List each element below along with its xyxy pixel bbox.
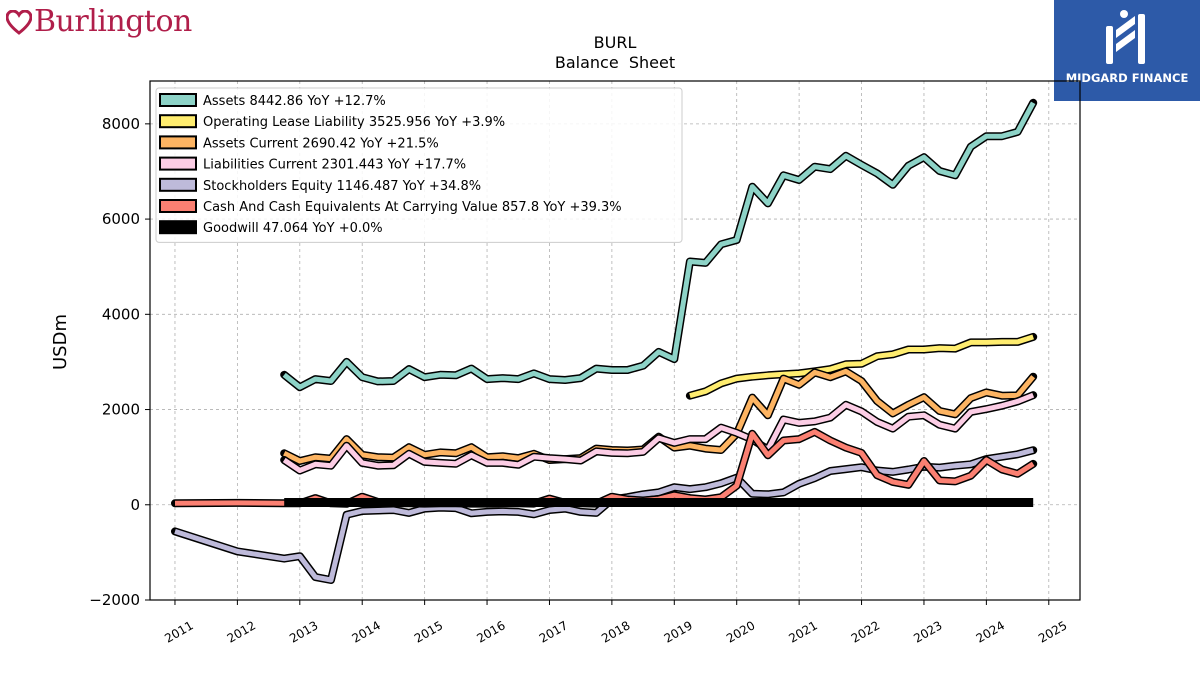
- legend-swatch: [159, 93, 197, 107]
- x-tick-label: 2018: [599, 618, 632, 645]
- x-tick-label: 2020: [724, 618, 757, 645]
- x-tick-label: 2017: [537, 618, 570, 645]
- legend-swatch: [159, 199, 197, 213]
- legend-label: Goodwill 47.064 YoY +0.0%: [203, 221, 383, 236]
- series-liabilities-current: [280, 391, 1038, 475]
- series-line: [282, 101, 1036, 390]
- legend-swatch: [159, 114, 197, 129]
- series-stockholders-equity: [171, 446, 1038, 584]
- x-tick-label: 2011: [162, 618, 195, 645]
- legend-label: Operating Lease Liability 3525.956 YoY +…: [203, 115, 505, 130]
- legend-item: Liabilities Current 2301.443 YoY +17.7%: [159, 156, 466, 173]
- burlington-logo: Burlington: [6, 4, 192, 44]
- series-operating-lease-liability: [685, 332, 1038, 400]
- axis-ticks: 2011 2012 2013 2014 2015 2016 2017 2018 2019 2020…: [89, 115, 1069, 646]
- legend-swatch: [159, 220, 197, 235]
- legend-item: Goodwill 47.064 YoY +0.0%: [159, 220, 383, 236]
- legend-swatch: [159, 177, 197, 192]
- series-line: [282, 392, 1035, 473]
- x-tick-label: 2022: [849, 618, 882, 645]
- x-tick-label: 2021: [786, 618, 819, 645]
- y-tick-label: 8000: [102, 115, 140, 133]
- x-tick-label: 2024: [974, 618, 1007, 645]
- legend-label: Assets Current 2690.42 YoY +21.5%: [203, 136, 439, 151]
- y-tick-label: 0: [130, 496, 140, 514]
- x-tick-label: 2013: [287, 618, 320, 645]
- legend-box: [155, 87, 683, 243]
- series-assets: [280, 98, 1038, 392]
- heart-icon: [6, 10, 32, 35]
- legend-label: Assets 8442.86 YoY +12.7%: [203, 94, 386, 109]
- x-tick-label: 2014: [349, 618, 382, 645]
- plot-frame: [149, 80, 1081, 601]
- x-tick-label: 2015: [412, 618, 445, 645]
- x-tick-label: 2019: [662, 618, 695, 645]
- x-tick-label: 2025: [1036, 618, 1069, 645]
- midgard-emblem-icon: [1106, 10, 1145, 64]
- publisher-name: MIDGARD FINANCE: [1065, 71, 1189, 85]
- chart-subtitle: Balance Sheet: [555, 53, 675, 72]
- legend-item: Stockholders Equity 1146.487 YoY +34.8%: [159, 177, 481, 194]
- legend-label: Liabilities Current 2301.443 YoY +17.7%: [203, 158, 466, 173]
- legend-item: Operating Lease Liability 3525.956 YoY +…: [159, 114, 505, 130]
- series-lines: [171, 98, 1038, 584]
- legend-item: Assets Current 2690.42 YoY +21.5%: [159, 135, 439, 151]
- legend-label: Stockholders Equity 1146.487 YoY +34.8%: [203, 179, 481, 194]
- legend-item: Cash And Cash Equivalents At Carrying Va…: [159, 199, 622, 215]
- legend-item: Assets 8442.86 YoY +12.7%: [159, 93, 386, 109]
- legend: Assets 8442.86 YoY +12.7% Operating Lease…: [155, 87, 683, 243]
- brand-name: Burlington: [34, 4, 192, 39]
- x-tick-label: 2016: [474, 618, 507, 645]
- y-tick-label: −2000: [89, 591, 140, 609]
- y-tick-label: 2000: [102, 401, 140, 419]
- series-line: [174, 447, 1034, 583]
- series-line: [689, 334, 1034, 399]
- legend-label: Cash And Cash Equivalents At Carrying Va…: [203, 200, 622, 215]
- y-axis-label: USDm: [50, 314, 71, 370]
- x-tick-label: 2012: [225, 618, 258, 645]
- chart-title: BURL: [594, 33, 637, 52]
- y-tick-label: 6000: [102, 210, 140, 228]
- y-tick-label: 4000: [102, 305, 140, 323]
- x-tick-label: 2023: [911, 618, 944, 645]
- legend-swatch: [159, 135, 197, 150]
- legend-swatch: [159, 156, 197, 171]
- midgard-finance-logo: MIDGARD FINANCE: [1054, 0, 1200, 101]
